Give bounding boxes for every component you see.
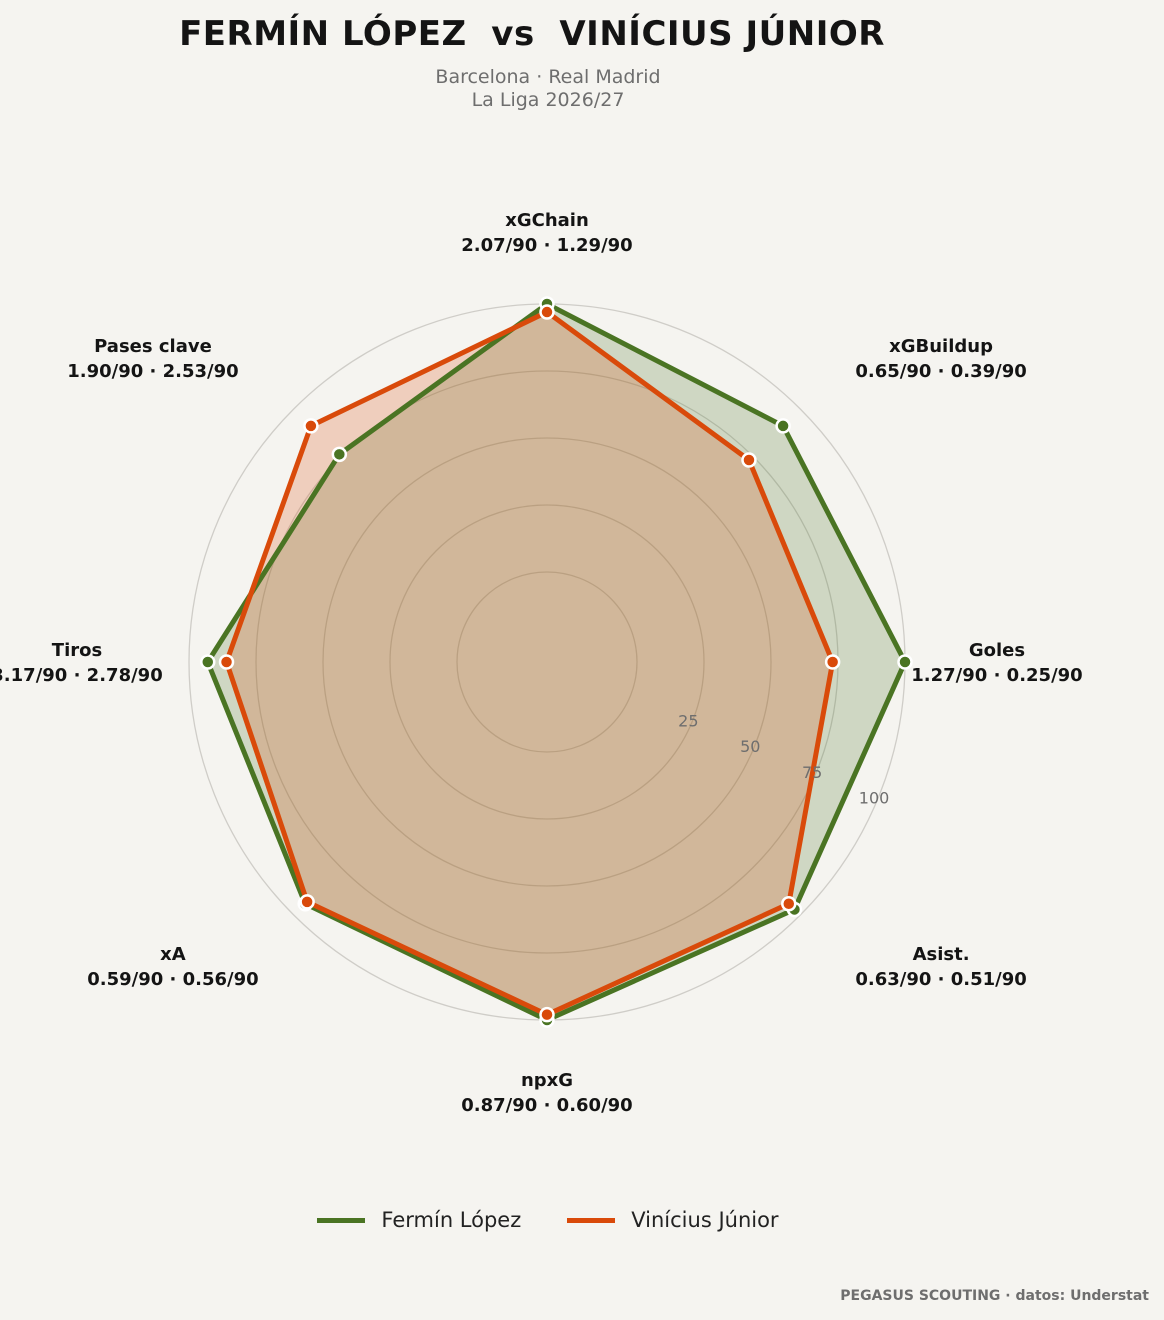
axis-label-group: Pases clave 1.90/90 · 2.53/90: [67, 336, 238, 382]
chart-title: FERMÍN LÓPEZ vs VINÍCIUS JÚNIOR: [179, 14, 885, 54]
axis-label-group: xA 0.59/90 · 0.56/90: [87, 944, 258, 990]
axis-name: Tiros: [52, 640, 102, 661]
axis-value-label: 3.17/90 · 2.78/90: [0, 665, 163, 686]
axis-name: xA: [160, 944, 186, 965]
series-area: [207, 304, 905, 1020]
footer-credit: PEGASUS SCOUTING · datos: Understat: [840, 1288, 1149, 1304]
data-point: [218, 654, 235, 670]
data-point: [775, 418, 791, 434]
chart-subtitle-season: La Liga 2026/27: [471, 89, 625, 111]
legend-swatch: [567, 1217, 616, 1223]
legend-item: Fermín López: [317, 1208, 521, 1232]
data-point: [539, 1006, 555, 1023]
data-point: [539, 304, 555, 320]
axis-name: xGBuildup: [889, 336, 993, 357]
axis-label-group: xGChain 2.07/90 · 1.29/90: [461, 210, 632, 256]
axis-value-label: 1.27/90 · 0.25/90: [911, 665, 1082, 686]
radar-grid-ring: [456, 571, 638, 753]
radar-chart: 25 50 75 100 xGChain 2.07/90 · 1.29/90 xGBuil…: [0, 210, 1083, 1116]
data-point: [741, 452, 757, 468]
radar-series-layer: [200, 296, 913, 1028]
axis-label-group: Goles 1.27/90 · 0.25/90: [911, 640, 1082, 686]
radial-tick-label: 100: [859, 788, 890, 807]
axis-name: Asist.: [913, 944, 970, 965]
data-point: [303, 418, 319, 434]
data-point: [331, 446, 348, 463]
axis-value-label: 0.65/90 · 0.39/90: [855, 361, 1026, 382]
axis-name: Goles: [969, 640, 1025, 661]
chart-subtitle-teams: Barcelona · Real Madrid: [435, 66, 661, 88]
data-point: [299, 894, 315, 910]
axis-value-label: 0.63/90 · 0.51/90: [855, 969, 1026, 990]
radar-grid-ring: [322, 437, 772, 887]
legend-label: Vinícius Júnior: [631, 1208, 779, 1232]
axis-label-group: Tiros 3.17/90 · 2.78/90: [0, 640, 163, 686]
axis-value-label: 2.07/90 · 1.29/90: [461, 235, 632, 256]
data-point: [200, 654, 216, 670]
axis-value-label: 1.90/90 · 2.53/90: [67, 361, 238, 382]
legend-item: Vinícius Júnior: [567, 1208, 779, 1232]
data-point: [824, 654, 841, 670]
axis-name: xGChain: [505, 210, 589, 231]
legend-swatch: [317, 1217, 366, 1223]
radar-tick-labels: 25 50 75 100: [678, 712, 889, 808]
axis-label-group: npxG 0.87/90 · 0.60/90: [461, 1070, 632, 1116]
radial-tick-label: 25: [678, 712, 698, 731]
data-point: [781, 896, 797, 912]
series-area: [226, 312, 833, 1015]
axis-label-group: xGBuildup 0.65/90 · 0.39/90: [855, 336, 1026, 382]
data-point: [897, 654, 913, 670]
axis-name: npxG: [521, 1070, 573, 1091]
axis-value-label: 0.87/90 · 0.60/90: [461, 1095, 632, 1116]
axis-label-group: Asist. 0.63/90 · 0.51/90: [855, 944, 1026, 990]
axis-value-label: 0.59/90 · 0.56/90: [87, 969, 258, 990]
legend-label: Fermín López: [381, 1208, 522, 1232]
radar-axis-labels: xGChain 2.07/90 · 1.29/90 xGBuildup 0.65/90…: [0, 210, 1083, 1116]
radial-tick-label: 75: [802, 763, 822, 782]
radar-grid-ring: [389, 504, 705, 820]
chart-legend: Fermín López Vinícius Júnior: [0, 1208, 1096, 1232]
axis-name: Pases clave: [94, 336, 212, 357]
radial-tick-label: 50: [740, 737, 760, 756]
